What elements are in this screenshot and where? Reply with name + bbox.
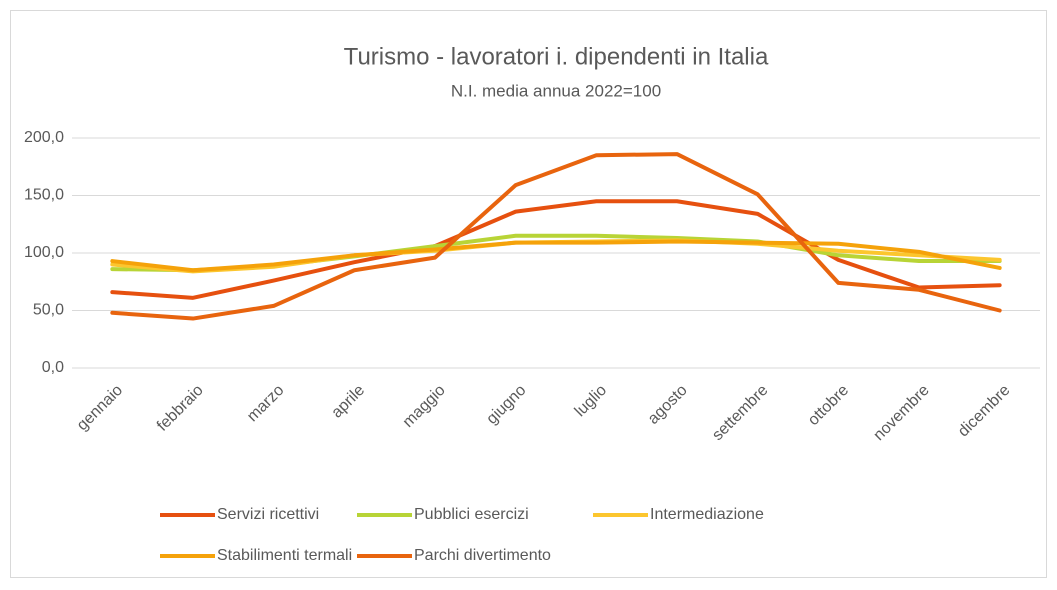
series-line [110, 152, 1002, 321]
legend-label: Stabilimenti termali [217, 547, 352, 564]
chart-border [10, 10, 1047, 578]
y-tick-label: 0,0 [42, 359, 64, 376]
series-line [110, 199, 1002, 300]
y-tick-label: 150,0 [24, 187, 64, 204]
chart-subtitle: N.I. media annua 2022=100 [451, 81, 661, 100]
y-tick-label: 100,0 [24, 244, 64, 261]
legend-label: Pubblici esercizi [414, 506, 529, 523]
legend-label: Parchi divertimento [414, 547, 551, 564]
chart-title: Turismo - lavoratori i. dipendenti in It… [344, 43, 769, 70]
series-line [110, 239, 1002, 273]
legend-label: Servizi ricettivi [217, 506, 319, 523]
legend-label: Intermediazione [650, 506, 764, 523]
y-tick-label: 50,0 [33, 302, 64, 319]
y-tick-label: 200,0 [24, 129, 64, 146]
